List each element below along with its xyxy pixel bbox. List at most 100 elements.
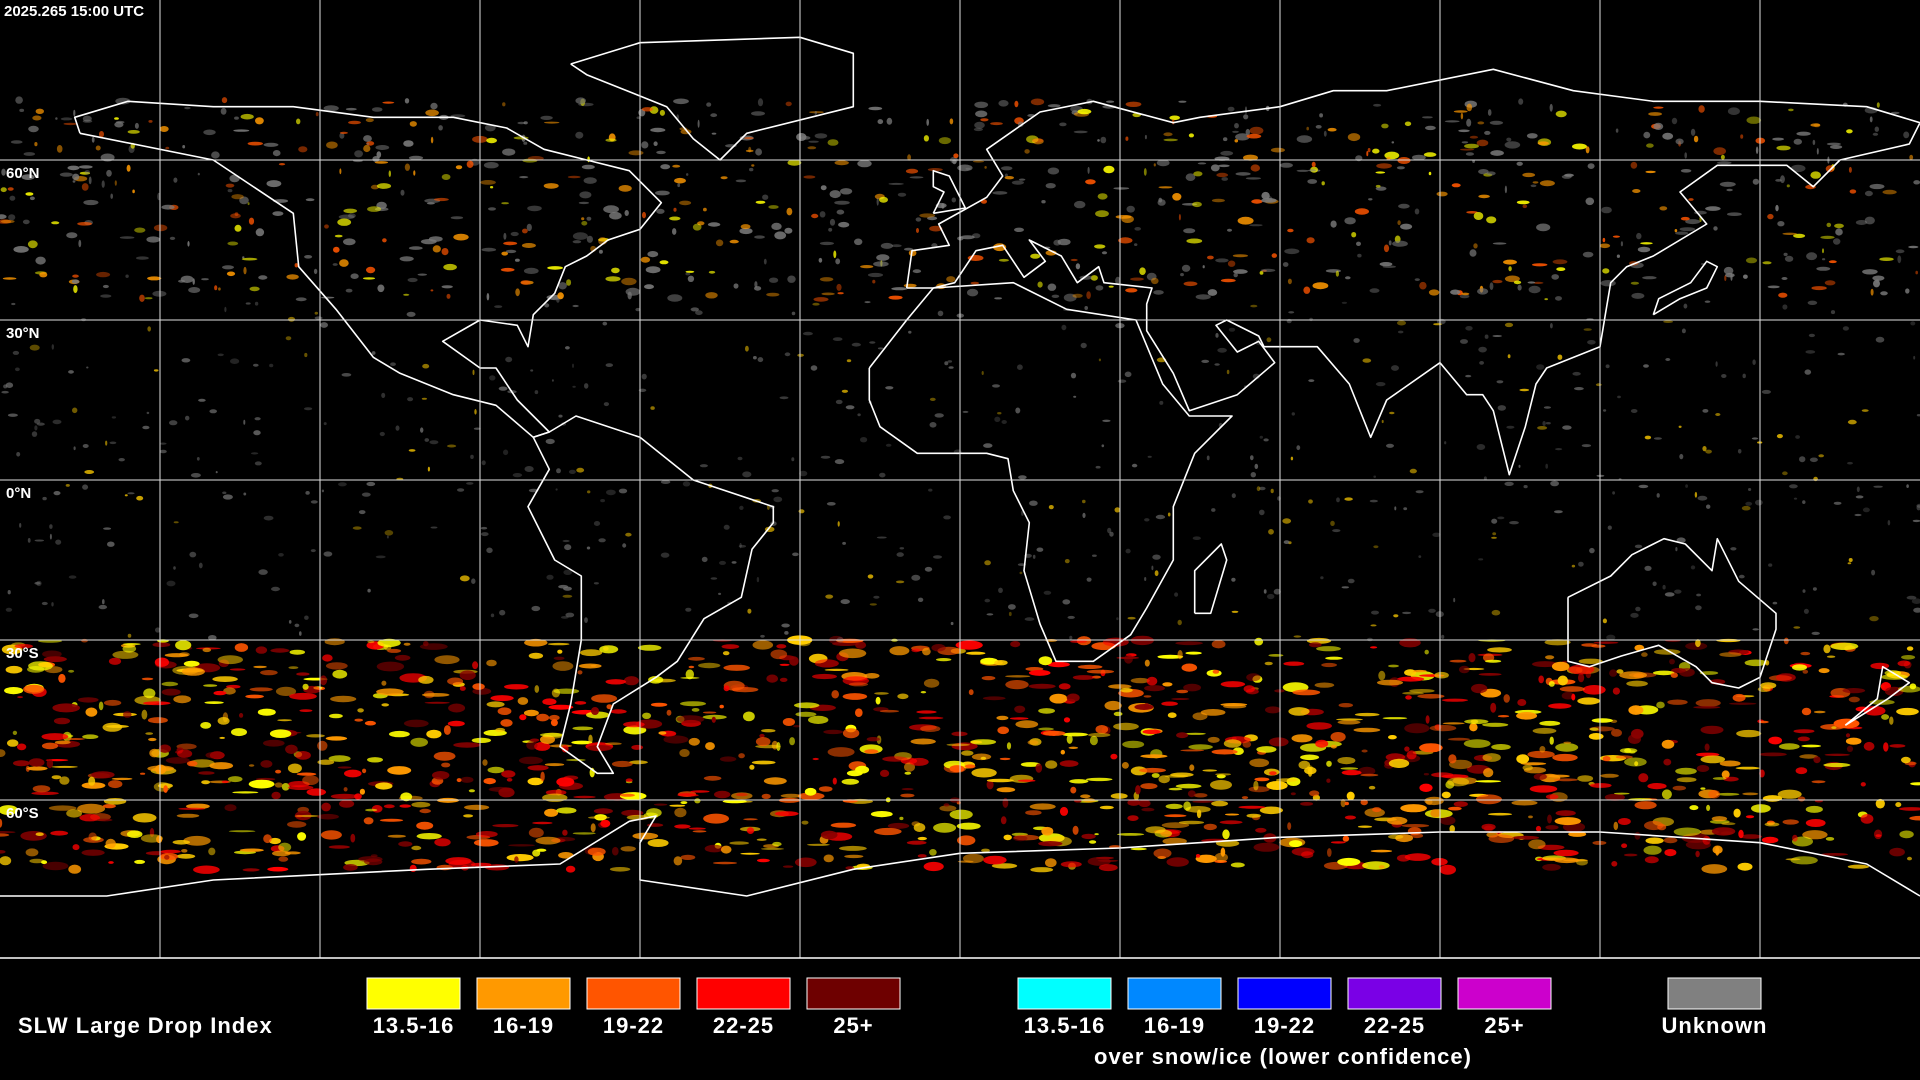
cloud-patch: [1609, 669, 1618, 677]
cloud-patch: [1375, 186, 1387, 191]
cloud-patch: [553, 656, 565, 660]
cloud-patch: [41, 601, 48, 606]
cloud-patch: [1477, 288, 1489, 295]
cloud-patch: [1634, 544, 1643, 549]
cloud-patch: [53, 491, 61, 496]
cloud-patch: [1064, 559, 1070, 564]
cloud-patch: [1630, 281, 1639, 285]
cloud-patch: [1433, 323, 1442, 326]
cloud-patch: [740, 224, 751, 230]
cloud-patch: [1372, 148, 1380, 154]
cloud-patch: [1506, 137, 1512, 142]
cloud-patch: [1340, 767, 1359, 770]
cloud-patch: [505, 356, 513, 363]
cloud-patch: [211, 151, 220, 159]
cloud-patch: [82, 484, 89, 490]
cloud-patch: [1755, 146, 1759, 154]
cloud-patch: [1192, 712, 1208, 721]
cloud-patch: [1135, 785, 1141, 795]
cloud-patch: [1643, 364, 1649, 368]
cloud-patch: [1005, 680, 1029, 690]
cloud-patch: [324, 224, 329, 229]
cloud-patch: [1227, 228, 1232, 232]
cloud-patch: [1847, 864, 1870, 869]
cloud-patch: [1025, 810, 1042, 816]
cloud-patch: [685, 669, 694, 680]
cloud-patch: [386, 535, 389, 539]
cloud-patch: [1788, 108, 1794, 112]
cloud-patch: [580, 649, 603, 657]
cloud-patch: [1765, 660, 1770, 666]
cloud-patch: [751, 111, 765, 116]
cloud-patch: [181, 667, 205, 676]
cloud-patch: [1370, 849, 1393, 853]
cloud-patch: [286, 274, 299, 280]
cloud-patch: [1249, 224, 1263, 227]
cloud-patch: [1464, 719, 1489, 724]
cloud-patch: [367, 588, 371, 593]
cloud-patch: [59, 776, 70, 785]
cloud-patch: [720, 845, 732, 854]
cloud-patch: [880, 769, 890, 778]
cloud-patch: [1475, 794, 1502, 805]
cloud-patch: [772, 841, 782, 847]
cloud-patch: [1811, 780, 1826, 784]
cloud-patch: [427, 466, 430, 472]
cloud-patch: [249, 286, 260, 292]
timestamp: 2025.265 15:00 UTC: [4, 3, 144, 20]
cloud-patch: [590, 823, 596, 833]
cloud-patch: [1916, 503, 1920, 508]
cloud-patch: [1216, 172, 1229, 178]
cloud-patch: [635, 719, 663, 729]
cloud-patch: [1200, 709, 1226, 716]
cloud-patch: [0, 831, 16, 834]
cloud-patch: [997, 412, 1002, 415]
cloud-patch: [1719, 652, 1742, 657]
cloud-patch: [354, 718, 364, 722]
cloud-patch: [1113, 187, 1130, 190]
cloud-patch: [547, 642, 570, 646]
cloud-patch: [1316, 646, 1341, 652]
cloud-patch: [1346, 791, 1355, 801]
cloud-patch: [800, 136, 811, 140]
cloud-patch: [1249, 758, 1270, 768]
cloud-patch: [542, 698, 557, 705]
cloud-patch: [1637, 246, 1651, 253]
cloud-patch: [658, 731, 667, 735]
cloud-patch: [486, 701, 505, 708]
legend-label: 25+: [833, 1013, 873, 1038]
cloud-patch: [299, 709, 313, 712]
cloud-patch: [1175, 641, 1203, 646]
cloud-patch: [1382, 717, 1408, 720]
cloud-patch: [735, 793, 748, 797]
cloud-patch: [1266, 781, 1288, 790]
cloud-patch: [377, 284, 385, 293]
cloud-patch: [1, 168, 6, 176]
cloud-patch: [413, 170, 416, 176]
cloud-patch: [1070, 786, 1077, 794]
cloud-patch: [359, 788, 365, 795]
cloud-patch: [1242, 741, 1252, 748]
cloud-patch: [731, 687, 759, 693]
cloud-patch: [176, 853, 196, 859]
cloud-patch: [321, 296, 335, 299]
cloud-patch: [68, 669, 75, 673]
cloud-patch: [248, 217, 255, 225]
cloud-patch: [1578, 673, 1585, 683]
cloud-patch: [1166, 857, 1189, 867]
cloud-patch: [957, 164, 973, 172]
cloud-patch: [955, 640, 983, 650]
cloud-patch: [333, 246, 340, 253]
cloud-patch: [530, 369, 534, 372]
cloud-patch: [1644, 565, 1652, 571]
cloud-patch: [169, 236, 176, 240]
cloud-patch: [1804, 369, 1812, 375]
cloud-patch: [1127, 799, 1141, 806]
cloud-patch: [1475, 780, 1502, 783]
cloud-patch: [326, 141, 338, 149]
cloud-patch: [1287, 228, 1294, 233]
cloud-patch: [912, 269, 922, 274]
cloud-patch: [1084, 306, 1088, 310]
cloud-patch: [1432, 532, 1441, 537]
cloud-patch: [1450, 289, 1461, 295]
